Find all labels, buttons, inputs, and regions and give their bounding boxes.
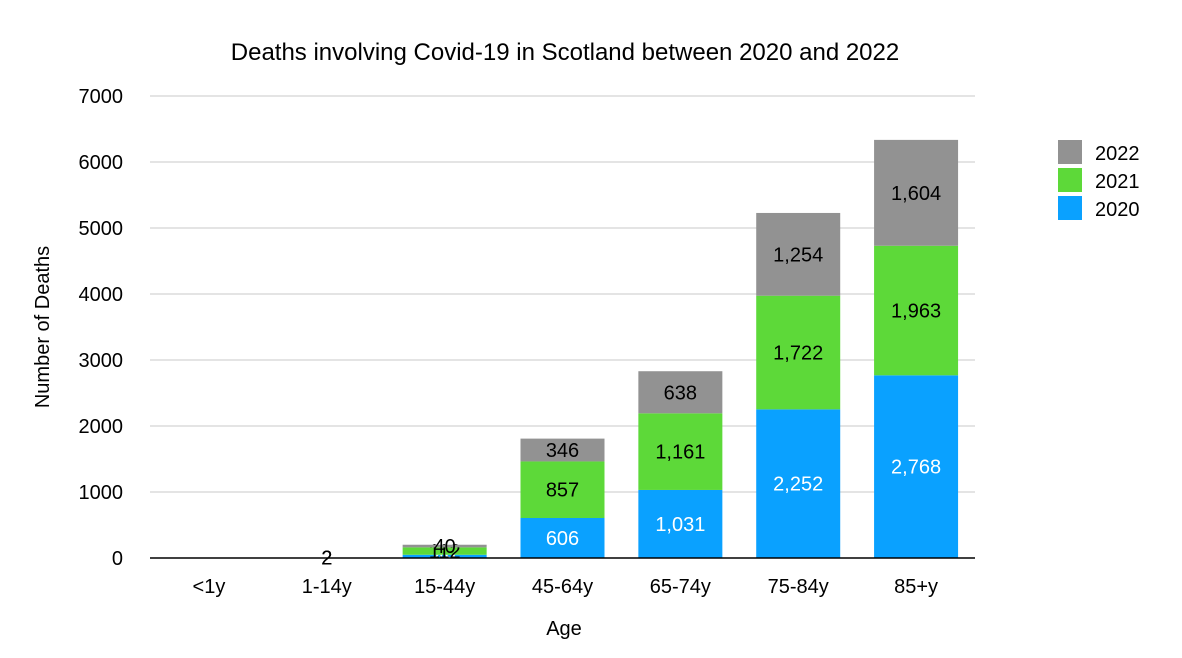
bar-segment-2020 — [638, 489, 723, 558]
data-label-2020: 1,031 — [655, 514, 705, 536]
legend-swatch-2021 — [1058, 168, 1082, 192]
x-axis-label: Age — [546, 618, 582, 640]
data-label-2021: 1,161 — [655, 442, 705, 464]
bar-segment-2021 — [520, 461, 605, 519]
bars: 32249112406068573461,0311,1616382,2521,7… — [284, 139, 959, 570]
y-tick-label: 7000 — [79, 86, 124, 108]
data-label-2020: 3 — [321, 548, 332, 570]
x-axis-ticks: <1y 1-14y 15-44y 45-64y 65-74y 75-84y 85+y — [193, 576, 939, 598]
bar-segment-2022 — [402, 544, 487, 548]
y-axis-label: Number of Deaths — [32, 246, 54, 408]
x-tick-label: 75-84y — [768, 576, 829, 598]
x-tick-label: <1y — [193, 576, 226, 598]
legend-swatch-2022 — [1058, 140, 1082, 164]
legend: 2022 2021 2020 — [1058, 140, 1140, 221]
data-label-2022: 40 — [434, 536, 456, 558]
bar-segment-2022 — [756, 212, 841, 296]
bar-segment-2021 — [756, 295, 841, 410]
bar-segment-2022 — [874, 139, 959, 246]
data-label-2020: 2,768 — [891, 457, 941, 479]
y-axis-ticks: 0 1000 2000 3000 4000 5000 6000 7000 — [79, 86, 124, 570]
bar-segment-2022 — [638, 371, 723, 414]
legend-label-2022: 2022 — [1095, 143, 1140, 165]
x-tick-label: 85+y — [894, 576, 938, 598]
bar-segment-2021 — [638, 413, 723, 490]
chart-title: Deaths involving Covid-19 in Scotland be… — [231, 39, 899, 66]
x-tick-label: 65-74y — [650, 576, 711, 598]
data-label-2021: 1,722 — [773, 343, 823, 365]
y-tick-label: 4000 — [79, 284, 124, 306]
gridlines — [150, 95, 975, 493]
x-tick-label: 45-64y — [532, 576, 593, 598]
data-label-2022: 1,604 — [891, 183, 941, 205]
legend-swatch-2020 — [1058, 196, 1082, 220]
x-tick-label: 15-44y — [414, 576, 475, 598]
legend-label-2021: 2021 — [1095, 171, 1140, 193]
y-tick-label: 2000 — [79, 416, 124, 438]
y-tick-label: 6000 — [79, 152, 124, 174]
bar-segment-2021 — [874, 245, 959, 376]
y-tick-label: 3000 — [79, 350, 124, 372]
x-tick-label: 1-14y — [302, 576, 352, 598]
data-label-2022: 346 — [546, 440, 579, 462]
bar-segment-2022 — [520, 438, 605, 462]
data-label-2022: 638 — [664, 382, 697, 404]
bar-segment-2020 — [520, 518, 605, 558]
data-label-2020: 606 — [546, 528, 579, 550]
data-label-2021: 857 — [546, 480, 579, 502]
bar-segment-2020 — [756, 409, 841, 558]
data-label-2022: 1,254 — [773, 244, 823, 266]
y-tick-label: 1000 — [79, 482, 124, 504]
bar-segment-2021 — [402, 547, 487, 555]
bar-segment-2020 — [874, 375, 959, 558]
data-label-2020: 2,252 — [773, 474, 823, 496]
bar-segment-2020 — [402, 554, 487, 558]
legend-label-2020: 2020 — [1095, 199, 1140, 221]
y-tick-label: 5000 — [79, 218, 124, 240]
y-tick-label: 0 — [112, 548, 123, 570]
data-label-2021: 1,963 — [891, 301, 941, 323]
